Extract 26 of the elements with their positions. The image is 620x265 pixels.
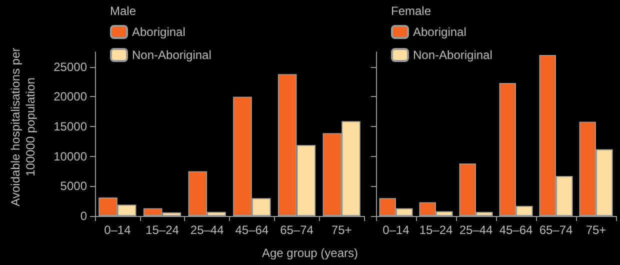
x-tick-label: 0–14	[104, 223, 132, 237]
x-tick-label: 25–44	[459, 223, 494, 237]
chart-title: Female	[391, 4, 432, 18]
x-tick-label: 75+	[586, 223, 606, 237]
y-tick-label: 25000	[54, 60, 88, 74]
legend-label: Non-Aboriginal	[413, 48, 492, 62]
x-tick-label: 45–64	[235, 223, 269, 237]
x-tick-label: 0–14	[382, 223, 410, 237]
legend-label: Aboriginal	[413, 25, 466, 39]
y-tick-label: 20000	[54, 90, 88, 104]
y-axis-title: Avoidable hospitalisations per 100000 population	[8, 46, 38, 208]
x-tick-label: 65–74	[539, 223, 574, 237]
x-axis-title: Age group (years)	[260, 246, 360, 260]
x-tick-label: 75+	[331, 223, 352, 237]
x-tick-label: 45–64	[499, 223, 534, 237]
chart-title: Male	[110, 4, 136, 18]
y-tick-label: 15000	[54, 120, 88, 134]
y-tick-label: 10000	[54, 149, 88, 164]
legend-label: Aboriginal	[132, 25, 186, 39]
x-tick-label: 15–24	[146, 223, 180, 237]
x-tick-label: 25–44	[190, 223, 224, 237]
x-tick-label: 65–74	[280, 223, 314, 237]
legend-label: Non-Aboriginal	[132, 48, 212, 62]
y-tick-label: 0	[80, 209, 88, 223]
y-tick-label: 5000	[60, 179, 88, 194]
x-tick-label: 15–24	[419, 223, 454, 237]
